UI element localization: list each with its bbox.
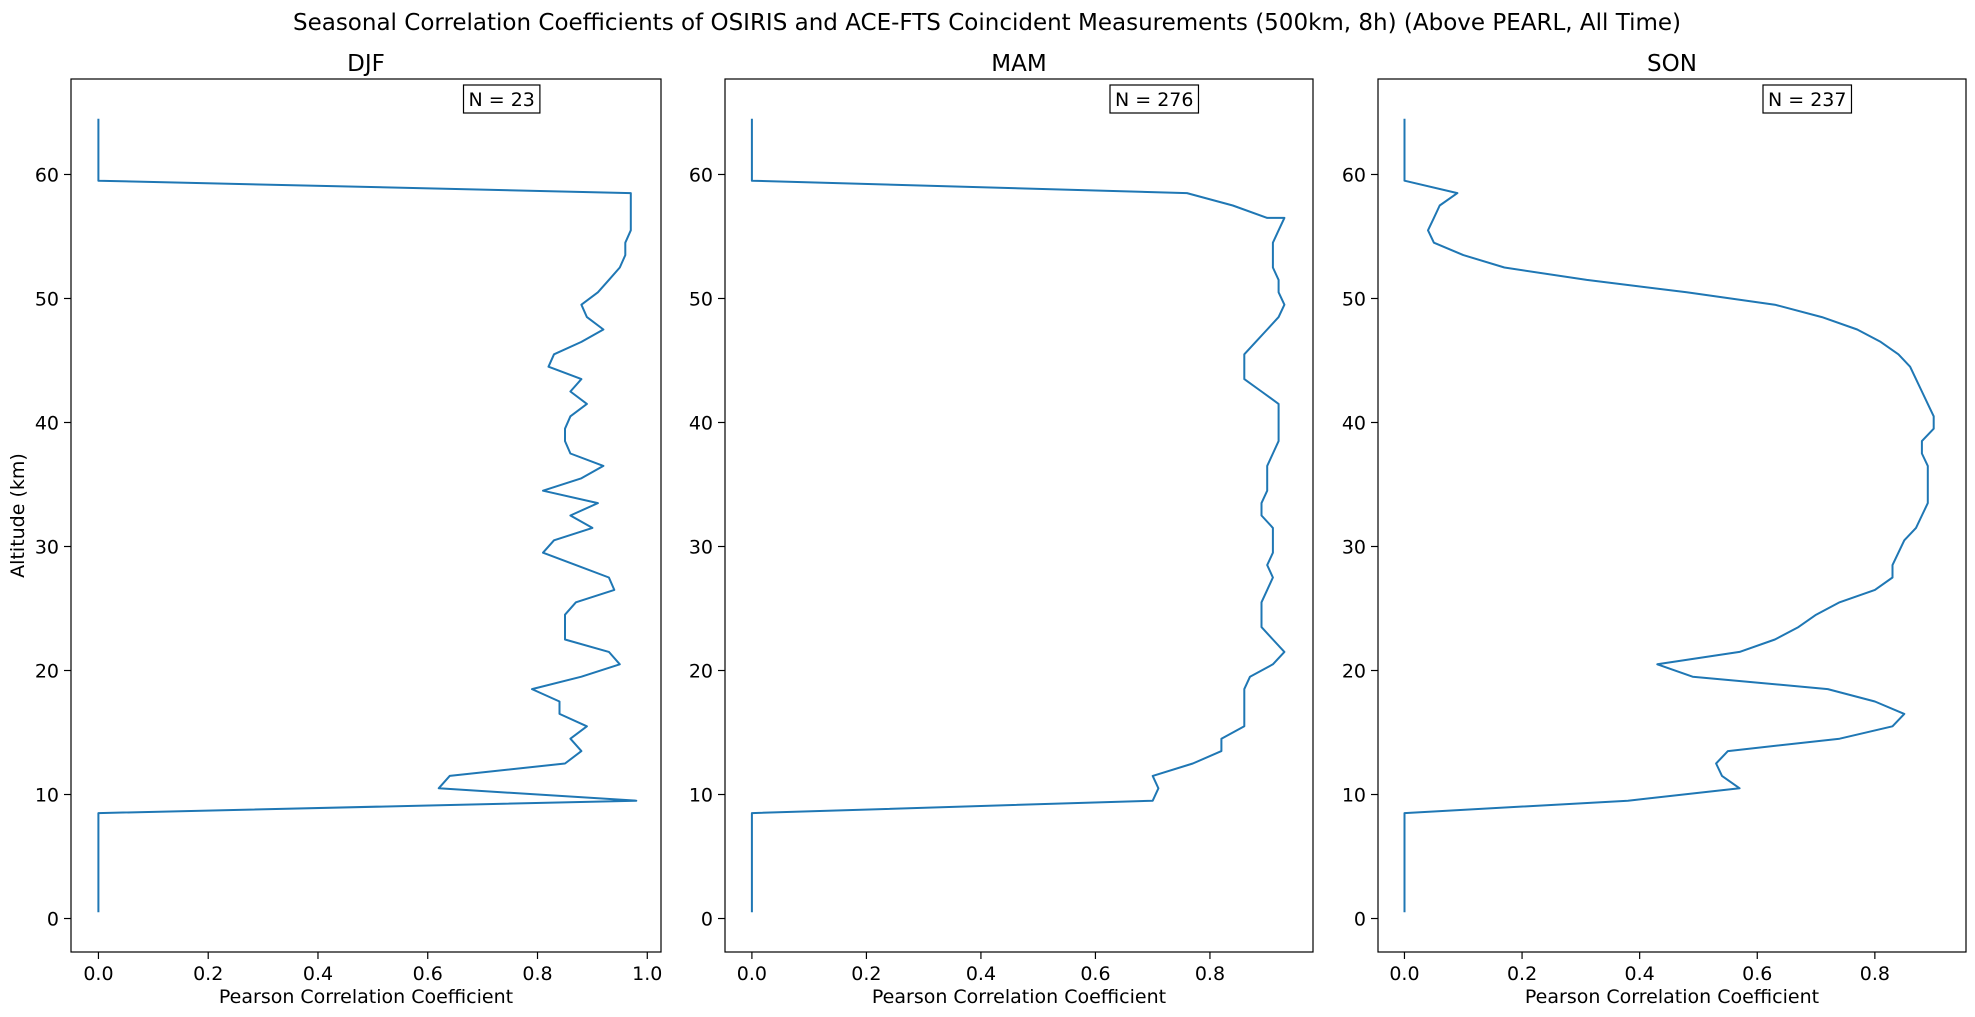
annotation-box [1109, 84, 1200, 114]
x-tick-label: 1.0 [632, 963, 662, 985]
y-tick-label: 0 [1354, 909, 1366, 931]
x-tick-label: 0.8 [1860, 963, 1890, 985]
y-tick-label: 40 [689, 412, 713, 434]
x-tick-label: 0.4 [966, 963, 996, 985]
y-tick-label: 20 [35, 661, 59, 683]
y-tick-label: 40 [1342, 412, 1366, 434]
x-tick-label: 0.4 [1625, 963, 1655, 985]
x-tick-label: 0.4 [303, 963, 333, 985]
y-tick-label: 20 [1342, 661, 1366, 683]
y-tick-label: 30 [35, 537, 59, 559]
axes-frame [70, 78, 662, 953]
y-axis-label: Altitude (km) [7, 453, 29, 578]
y-tick-label: 10 [35, 785, 59, 807]
annotation-text: N = 237 [1768, 89, 1846, 111]
y-tick-label: 50 [35, 288, 59, 310]
annotation-text: N = 23 [469, 89, 535, 111]
x-tick-label: 0.6 [1080, 963, 1110, 985]
series-line [1403, 118, 1935, 913]
y-tick-label: 10 [689, 785, 713, 807]
y-tick-label: 60 [1342, 164, 1366, 186]
x-tick-label: 0.2 [193, 963, 223, 985]
x-axis-label: Pearson Correlation Coefficient [872, 986, 1166, 1008]
y-tick-label: 0 [701, 909, 713, 931]
x-tick-label: 0.0 [83, 963, 113, 985]
x-axis-label: Pearson Correlation Coefficient [1525, 986, 1819, 1008]
subplot-djf: 0.0 0.2 0.4 0.6 0.8 1.0 0 10 20 30 40 50 60 DJF Pearso… [7, 51, 662, 1008]
subplot-title: MAM [991, 51, 1046, 77]
y-tick-label: 50 [1342, 288, 1366, 310]
x-tick-label: 0.6 [1742, 963, 1772, 985]
figure-title: Seasonal Correlation Coefficients of OSI… [293, 10, 1681, 36]
x-tick-label: 0.8 [522, 963, 552, 985]
subplot-title: DJF [347, 51, 385, 77]
y-tick-label: 40 [35, 412, 59, 434]
subplot-mam: 0.0 0.2 0.4 0.6 0.8 0 10 20 30 40 50 60 MAM Pearson C… [689, 51, 1314, 1008]
axes-frame [724, 78, 1314, 953]
sample-count-annotation: N = 237 [1762, 84, 1853, 114]
axes-frame [1377, 78, 1967, 953]
y-tick-label: 0 [47, 909, 59, 931]
x-tick-label: 0.8 [1195, 963, 1225, 985]
y-tick-label: 30 [689, 537, 713, 559]
y-tick-label: 10 [1342, 785, 1366, 807]
annotation-text: N = 276 [1115, 89, 1193, 111]
y-tick-label: 60 [689, 164, 713, 186]
x-tick-label: 0.2 [851, 963, 881, 985]
x-tick-label: 0.6 [413, 963, 443, 985]
subplot-title: SON [1647, 51, 1697, 77]
annotation-box [1762, 84, 1853, 114]
x-axis-label: Pearson Correlation Coefficient [219, 986, 513, 1008]
x-tick-label: 0.0 [1389, 963, 1419, 985]
x-tick-label: 0.0 [737, 963, 767, 985]
y-tick-label: 30 [1342, 537, 1366, 559]
series-line [97, 118, 638, 913]
sample-count-annotation: N = 23 [462, 84, 541, 114]
series-line [750, 118, 1286, 913]
annotation-box [462, 84, 541, 114]
y-tick-label: 50 [689, 288, 713, 310]
subplot-son: 0.0 0.2 0.4 0.6 0.8 0 10 20 30 40 50 60 SON Pearson C… [1342, 51, 1967, 1008]
x-tick-label: 0.2 [1507, 963, 1537, 985]
y-tick-label: 20 [689, 661, 713, 683]
y-tick-label: 60 [35, 164, 59, 186]
sample-count-annotation: N = 276 [1109, 84, 1200, 114]
subplots: 0.0 0.2 0.4 0.6 0.8 1.0 0 10 20 30 40 50 60 DJF Pearso… [7, 51, 1967, 1008]
